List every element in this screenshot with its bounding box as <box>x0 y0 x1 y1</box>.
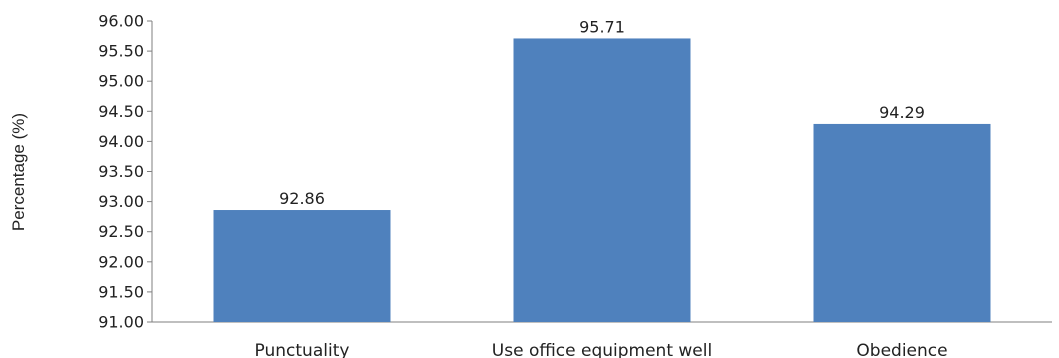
y-tick-label: 95.50 <box>98 42 144 61</box>
bar <box>513 38 691 322</box>
x-category-label: Obedience <box>856 341 947 358</box>
bar-value-label: 95.71 <box>579 17 625 36</box>
bar-value-label: 92.86 <box>279 189 325 208</box>
y-tick-label: 93.00 <box>98 192 144 211</box>
y-tick-label: 96.00 <box>98 12 144 31</box>
y-tick-label: 92.00 <box>98 252 144 271</box>
axes: 91.00 91.50 92.00 92.50 93.00 93.50 94.00 94.50… <box>98 12 1052 332</box>
y-tick-label: 91.50 <box>98 282 144 301</box>
bars: 92.86 Punctuality 95.71 Use office equipmen… <box>213 17 991 358</box>
y-axis-label: Percentage (%) <box>9 113 28 231</box>
y-tick-label: 95.00 <box>98 72 144 91</box>
y-tick-label: 92.50 <box>98 222 144 241</box>
bar-value-label: 94.29 <box>879 103 925 122</box>
y-tick-label: 94.50 <box>98 102 144 121</box>
y-tick-label: 91.00 <box>98 313 144 332</box>
x-category-label: Punctuality <box>255 341 350 358</box>
bar <box>813 123 991 322</box>
y-tick-label: 93.50 <box>98 162 144 181</box>
bar <box>213 210 391 322</box>
y-tick-label: 94.00 <box>98 132 144 151</box>
x-category-label: Use office equipment well <box>492 341 712 358</box>
